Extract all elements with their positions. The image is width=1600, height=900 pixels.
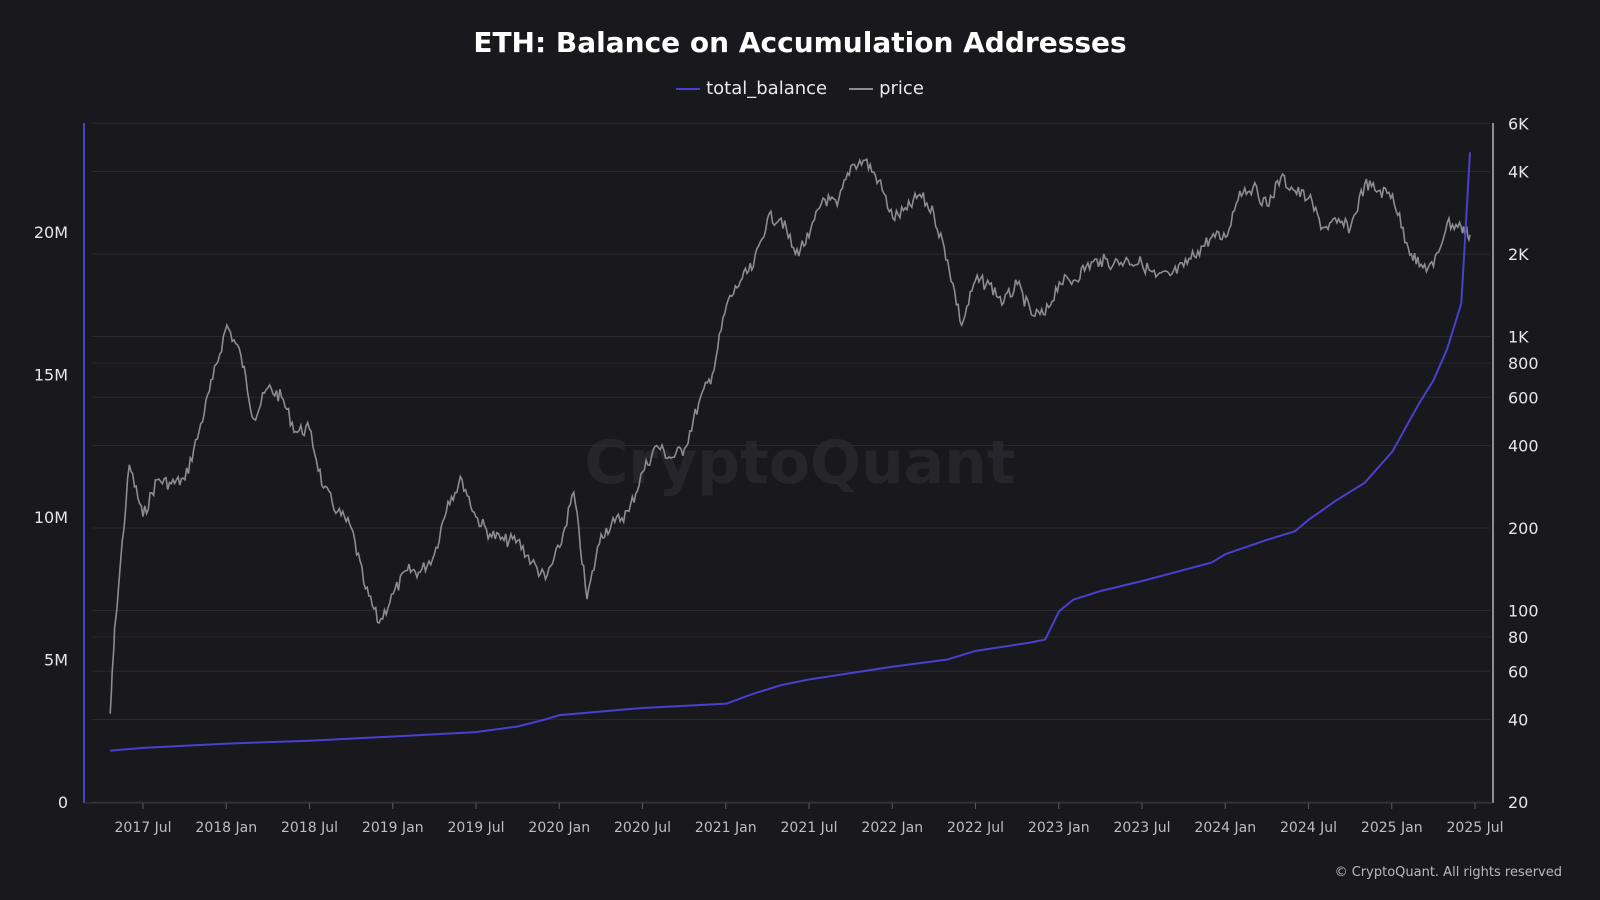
right-tick-label: 1K (1508, 327, 1529, 346)
right-tick-label: 60 (1508, 662, 1528, 681)
right-tick-label: 2K (1508, 245, 1529, 264)
x-tick-label: 2024 Jul (1280, 820, 1337, 836)
right-tick-label: 20 (1508, 793, 1528, 812)
x-tick-label: 2022 Jul (947, 820, 1004, 836)
left-tick-label: 0 (58, 793, 68, 812)
left-tick-label: 5M (44, 651, 68, 670)
left-tick-label: 20M (34, 223, 68, 242)
right-tick-label: 400 (1508, 437, 1539, 456)
right-tick-label: 200 (1508, 519, 1539, 538)
right-tick-label: 4K (1508, 163, 1529, 182)
total-balance-series-line (110, 152, 1471, 752)
x-tick-label: 2017 Jul (115, 820, 172, 836)
legend-label: price (879, 78, 924, 99)
legend-swatch (849, 87, 874, 90)
x-tick-label: 2021 Jan (695, 820, 757, 836)
left-tick-label: 15M (34, 366, 68, 385)
legend-item-total-balance[interactable]: total_balance (676, 78, 827, 99)
right-tick-label: 6K (1508, 114, 1529, 133)
legend-swatch (676, 87, 701, 90)
copyright: © CryptoQuant. All rights reserved (1334, 865, 1562, 880)
watermark: CryptoQuant (584, 428, 1016, 498)
right-tick-label: 600 (1508, 388, 1539, 407)
price-series-line (109, 157, 1471, 714)
legend-item-price[interactable]: price (849, 78, 924, 99)
legend-label: total_balance (706, 78, 828, 99)
x-tick-label: 2019 Jul (448, 820, 505, 836)
right-tick-label: 40 (1508, 711, 1528, 730)
x-tick-label: 2020 Jan (528, 820, 590, 836)
x-tick-label: 2022 Jan (861, 820, 923, 836)
chart-title: ETH: Balance on Accumulation Addresses (473, 26, 1127, 59)
x-tick-label: 2018 Jul (281, 820, 338, 836)
x-tick-label: 2018 Jan (195, 820, 257, 836)
x-tick-label: 2025 Jul (1447, 820, 1504, 836)
right-tick-label: 100 (1508, 601, 1539, 620)
right-tick-label: 80 (1508, 628, 1528, 647)
left-tick-label: 10M (34, 508, 68, 527)
x-tick-label: 2023 Jan (1028, 820, 1090, 836)
x-tick-label: 2025 Jan (1361, 820, 1423, 836)
legend: total_balance price (0, 78, 1600, 99)
x-tick-label: 2021 Jul (781, 820, 838, 836)
x-tick-label: 2023 Jul (1114, 820, 1171, 836)
x-tick-label: 2020 Jul (614, 820, 671, 836)
right-tick-label: 800 (1508, 354, 1539, 373)
x-tick-label: 2019 Jan (362, 820, 424, 836)
x-tick-label: 2024 Jan (1194, 820, 1256, 836)
